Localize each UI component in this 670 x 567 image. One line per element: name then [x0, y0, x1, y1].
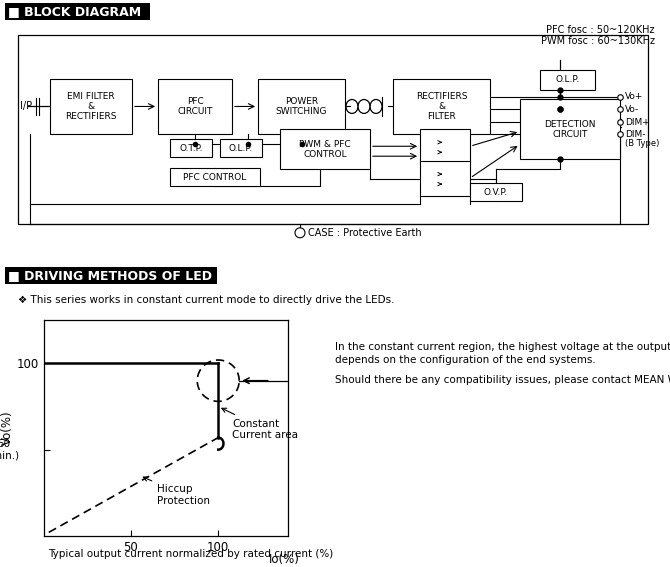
Text: Should there be any compatibility issues, please contact MEAN WELL.: Should there be any compatibility issues…: [335, 375, 670, 385]
Bar: [158, 79, 232, 134]
Bar: [50, 79, 132, 134]
Bar: [280, 129, 370, 169]
Text: Typical output current normalized by rated current (%): Typical output current normalized by rat…: [48, 549, 333, 559]
Text: Vo+: Vo+: [625, 92, 643, 101]
Text: RECTIFIERS
&
FILTER: RECTIFIERS & FILTER: [416, 91, 467, 121]
Bar: [5, 3, 150, 20]
Y-axis label: Vo(%): Vo(%): [1, 411, 13, 446]
Bar: [258, 79, 345, 134]
Bar: [18, 35, 648, 224]
Text: Hiccup
Protection: Hiccup Protection: [143, 477, 210, 506]
Bar: [520, 99, 620, 159]
Text: Vo-: Vo-: [625, 105, 639, 114]
Text: ❖ This series works in constant current mode to directly drive the LEDs.: ❖ This series works in constant current …: [18, 295, 395, 304]
Text: CASE : Protective Earth: CASE : Protective Earth: [308, 228, 421, 238]
Text: (B Type): (B Type): [625, 139, 659, 148]
Text: O.V.P.: O.V.P.: [484, 188, 508, 197]
Text: PFC CONTROL: PFC CONTROL: [184, 172, 247, 181]
Bar: [540, 70, 595, 90]
Text: O.L.P.: O.L.P.: [229, 144, 253, 153]
Bar: [470, 183, 522, 201]
Text: ■ DRIVING METHODS OF LED MODULE: ■ DRIVING METHODS OF LED MODULE: [8, 269, 276, 282]
Text: PWM & PFC
CONTROL: PWM & PFC CONTROL: [299, 139, 351, 159]
Text: DIM-: DIM-: [625, 130, 645, 139]
Text: DIM+: DIM+: [625, 118, 650, 127]
Text: POWER
SWITCHING: POWER SWITCHING: [276, 97, 327, 116]
Text: 50
(min.): 50 (min.): [0, 439, 19, 460]
Text: In the constant current region, the highest voltage at the output of the driver: In the constant current region, the high…: [335, 342, 670, 352]
Text: DETECTION
CIRCUIT: DETECTION CIRCUIT: [544, 120, 596, 139]
Bar: [220, 139, 262, 157]
Bar: [420, 161, 470, 196]
Circle shape: [295, 228, 305, 238]
Text: EMI FILTER
&
RECTIFIERS: EMI FILTER & RECTIFIERS: [65, 91, 117, 121]
Bar: [5, 266, 217, 284]
Text: PFC
CIRCUIT: PFC CIRCUIT: [178, 97, 212, 116]
Bar: [170, 168, 260, 186]
Text: O.L.P.: O.L.P.: [555, 75, 580, 84]
Text: depends on the configuration of the end systems.: depends on the configuration of the end …: [335, 355, 596, 365]
Bar: [420, 129, 470, 164]
Bar: [170, 139, 212, 157]
Text: Io(%): Io(%): [269, 553, 300, 566]
Text: I/P: I/P: [20, 101, 32, 112]
Text: O.T.P.: O.T.P.: [180, 144, 203, 153]
Text: PFC fosc : 50~120KHz
PWM fosc : 60~130KHz: PFC fosc : 50~120KHz PWM fosc : 60~130KH…: [541, 25, 655, 46]
Bar: [393, 79, 490, 134]
Text: Constant
Current area: Constant Current area: [222, 408, 298, 440]
Text: ■ BLOCK DIAGRAM: ■ BLOCK DIAGRAM: [8, 5, 141, 18]
